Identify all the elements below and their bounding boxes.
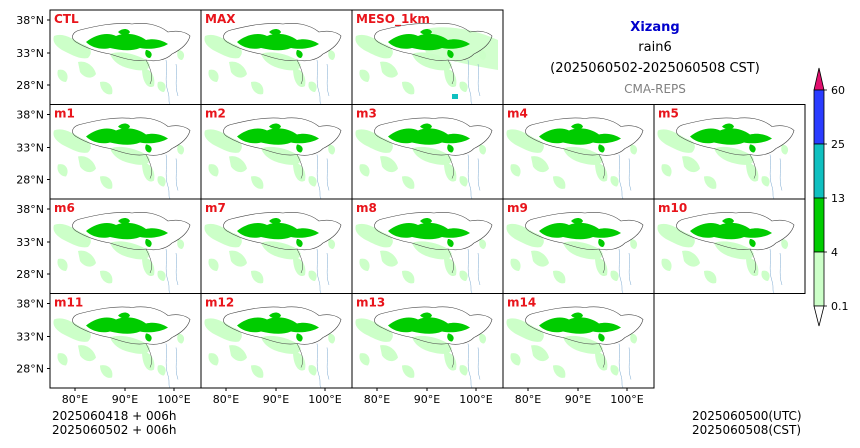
colorbar-segment [813,89,825,145]
lat-tick-label: 33°N [16,47,44,60]
panel-label: MAX [205,12,236,26]
colorbar-segment [813,143,825,199]
precip-field [203,117,342,199]
precip-field [52,117,191,199]
panel-label: m4 [507,107,528,121]
panel-label: m7 [205,201,226,215]
lat-tick-label: 38°N [16,298,44,311]
map-panel-m6: m6 [49,198,202,294]
lon-tick-label: 100°E [610,393,643,406]
colorbar-segment [813,251,825,307]
footer-init-cst: 2025060502 + 006h [52,423,177,437]
colorbar-level-label: 0.1 [831,300,849,313]
precip-field [52,306,191,388]
heavy-rain-spot [452,94,458,99]
panel-label: m9 [507,201,528,215]
lat-tick-label: 38°N [16,203,44,216]
footer-valid-cst: 2025060508(CST) [692,423,802,437]
precip-field [505,117,644,199]
colorbar-level-label: 4 [831,246,838,259]
precip-field [354,306,493,388]
lon-tick-label: 80°E [213,393,239,406]
header-period: (2025060502-2025060508 CST) [550,61,760,76]
map-panel-m14: m14 [502,293,655,389]
map-panel-MESO_1km: MESO_1km [351,9,504,105]
colorbar-level-label: 13 [831,192,845,205]
panel-label: m12 [205,296,234,310]
colorbar-level-label: 60 [831,84,845,97]
panel-label: m10 [658,201,687,215]
map-panel-m8: m8 [351,198,504,294]
lat-tick-label: 28°N [16,174,44,187]
map-panel-MAX: MAX [200,9,353,105]
panel-label: CTL [54,12,79,26]
map-panel-m13: m13 [351,293,504,389]
colorbar: 0.1 4 13 25 60 [813,67,849,327]
header-region: Xizang [630,20,680,35]
panel-label: m3 [356,107,377,121]
panel-label: m6 [54,201,75,215]
precip-field [505,211,644,293]
lat-tick-label: 38°N [16,14,44,27]
lon-tick-label: 100°E [459,393,492,406]
lat-tick-label: 33°N [16,331,44,344]
lat-tick-label: 28°N [16,79,44,92]
panel-label: m2 [205,107,226,121]
lon-tick-label: 90°E [414,393,440,406]
lon-tick-label: 90°E [263,393,289,406]
map-panel-m3: m3 [351,104,504,200]
precip-field [203,306,342,388]
lat-tick-label: 28°N [16,363,44,376]
footer-init-utc: 2025060418 + 006h [52,409,177,423]
panel-label: m8 [356,201,377,215]
lon-tick-label: 80°E [364,393,390,406]
map-panel-m2: m2 [200,104,353,200]
lat-tick-label: 33°N [16,142,44,155]
panel-label: m5 [658,107,679,121]
lon-tick-label: 80°E [515,393,541,406]
precip-field [505,306,644,388]
panel-frame [653,198,806,294]
lat-tick-label: 28°N [16,268,44,281]
map-panel-m1: m1 [49,104,202,200]
lon-tick-label: 100°E [308,393,341,406]
lon-tick-label: 90°E [565,393,591,406]
precip-field [656,211,795,293]
colorbar-level-label: 25 [831,138,845,151]
precip-field [656,117,795,199]
precip-field [203,211,342,293]
lon-tick-label: 90°E [112,393,138,406]
header-variable: rain6 [638,40,672,55]
footer-valid-utc: 2025060500(UTC) [692,409,802,423]
precip-field [203,22,342,104]
map-panel-m9: m9 [502,198,655,294]
map-panel-m10: m10 [653,198,806,294]
precip-field [52,211,191,293]
lon-tick-label: 100°E [157,393,190,406]
lat-tick-label: 38°N [16,109,44,122]
panel-label: m1 [54,107,75,121]
panel-label: m14 [507,296,536,310]
map-panel-m5: m5 [653,104,806,200]
colorbar-segment [813,197,825,253]
panel-label: MESO_1km [356,12,430,27]
colorbar-over-arrow [813,67,825,91]
panel-label: m11 [54,296,83,310]
panel-label: m13 [356,296,385,310]
colorbar-under-arrow [813,305,825,327]
map-panel-m4: m4 [502,104,655,200]
precip-field [354,211,493,293]
precip-field [52,22,191,104]
map-panel-m11: m11 [49,293,202,389]
precip-field [354,117,493,199]
lat-tick-label: 33°N [16,236,44,249]
lon-tick-label: 80°E [62,393,88,406]
map-panel-m12: m12 [200,293,353,389]
map-panel-CTL: CTL [49,9,202,105]
map-panel-m7: m7 [200,198,353,294]
header-model: CMA-REPS [624,82,686,96]
